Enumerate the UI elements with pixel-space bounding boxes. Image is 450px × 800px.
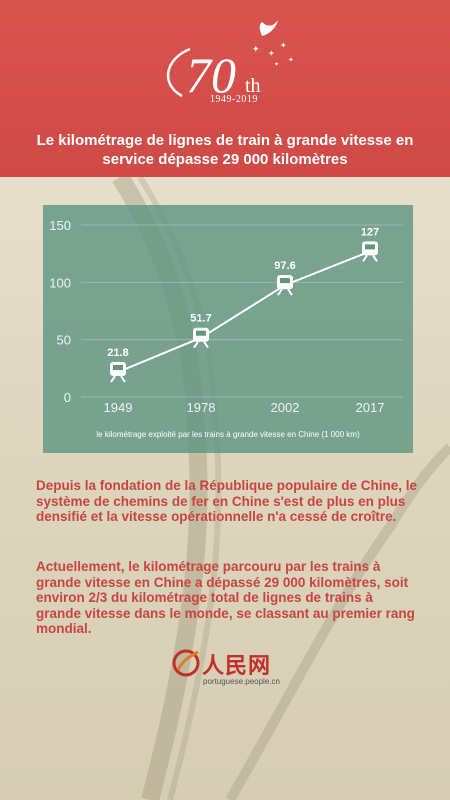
chart-caption: le kilométrage exploité par les trains à… (96, 430, 360, 439)
logo-suffix: th (245, 75, 261, 97)
x-tick-label: 1978 (187, 400, 216, 415)
page-title: Le kilométrage de lignes de train à gran… (36, 132, 414, 168)
data-label: 127 (361, 226, 379, 238)
train-icon-window (113, 365, 123, 371)
x-tick-label: 2002 (271, 400, 300, 415)
train-icon-leg (120, 375, 126, 383)
y-tick-label: 50 (57, 333, 71, 348)
paragraph-current: Actuellement, le kilométrage parcouru pa… (36, 559, 415, 636)
logo-years: 1949-2019 (210, 94, 258, 105)
train-icon-leg (110, 375, 116, 383)
footer-logo: 人民网 portuguese.people.cn (172, 648, 282, 688)
train-icon-leg (362, 254, 368, 262)
people-daily-logo-icon (172, 649, 200, 677)
train-icon-leg (203, 341, 209, 349)
train-icon-window (365, 244, 375, 250)
70th-anniversary-logo-icon: 70 th ✦ ✦ ✦ ✦ ✦ (166, 20, 294, 103)
y-tick-label: 100 (49, 275, 71, 290)
svg-text:✦: ✦ (280, 41, 287, 50)
train-icon-leg (277, 288, 283, 296)
svg-text:✦: ✦ (288, 56, 294, 64)
train-icon-leg (372, 254, 378, 262)
footer-brand: 人民网 (202, 653, 272, 679)
train-icon-window (280, 278, 290, 284)
data-label: 97.6 (274, 260, 295, 272)
train-icon-window (196, 330, 206, 336)
logo-number: 70 (186, 47, 236, 103)
y-tick-label: 150 (49, 218, 71, 233)
paragraph-history: Depuis la fondation de la République pop… (36, 478, 418, 524)
train-icon-leg (193, 341, 199, 349)
train-icon-leg (287, 288, 293, 296)
series-line (117, 250, 371, 373)
header-banner: 70 th ✦ ✦ ✦ ✦ ✦ 1949-2019 Le kilométrage… (0, 0, 450, 177)
chart-panel: 0 50 100 150 21.8 1949 51.7 1978 97.6 2002 127 2017… (43, 205, 413, 453)
data-label: 21.8 (107, 347, 128, 359)
y-tick-label: 0 (64, 390, 71, 405)
data-label: 51.7 (190, 313, 211, 325)
svg-text:✦: ✦ (274, 61, 279, 68)
line-chart: 0 50 100 150 21.8 1949 51.7 1978 97.6 2002 127 2017 (49, 218, 403, 415)
svg-text:✦: ✦ (268, 49, 275, 58)
x-tick-label: 1949 (104, 400, 133, 415)
svg-text:✦: ✦ (252, 44, 260, 54)
footer-url: portuguese.people.cn (203, 677, 280, 686)
x-tick-label: 2017 (356, 400, 385, 415)
